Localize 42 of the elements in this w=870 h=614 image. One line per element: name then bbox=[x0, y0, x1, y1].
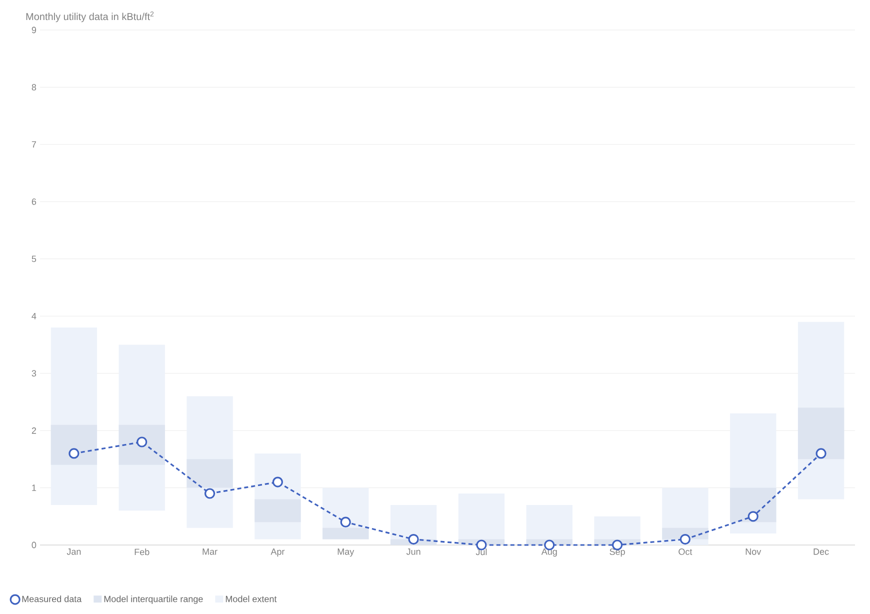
x-tick-label: Jan bbox=[66, 548, 81, 555]
bar bbox=[254, 499, 301, 522]
bar bbox=[322, 528, 369, 540]
bar bbox=[798, 408, 844, 460]
x-tick-label: Mar bbox=[202, 548, 218, 555]
point bbox=[408, 534, 419, 545]
point bbox=[816, 448, 826, 459]
y-tick-label: 0 bbox=[32, 542, 36, 548]
y-tick-label: 1 bbox=[32, 484, 36, 491]
y-tick-label: 7 bbox=[32, 141, 36, 148]
legend-label: Measured data bbox=[22, 596, 82, 602]
y-tick-label: 4 bbox=[32, 313, 36, 320]
x-tick-label: Dec bbox=[814, 548, 829, 555]
x-tick-label: Aug bbox=[541, 548, 557, 557]
x-tick-label: Nov bbox=[746, 548, 762, 555]
bar bbox=[118, 424, 165, 465]
y-tick-label: 3 bbox=[32, 370, 36, 377]
y-tick-label: 5 bbox=[32, 256, 36, 262]
legend-label: Model interquartile range bbox=[104, 596, 203, 604]
y-tick-label: 9 bbox=[32, 26, 36, 34]
x-tick-label: Jul bbox=[476, 548, 487, 556]
point bbox=[748, 511, 758, 522]
y-tick-label: 6 bbox=[32, 198, 36, 205]
bar bbox=[186, 459, 233, 488]
point bbox=[340, 516, 351, 528]
legend-label: Model extent bbox=[226, 596, 277, 602]
x-tick-label: Jun bbox=[406, 548, 420, 555]
point bbox=[68, 448, 80, 459]
chart-title: Monthly utility data in kBtu/ft$^{2}$ bbox=[26, 12, 154, 22]
x-tick-label: Apr bbox=[270, 548, 285, 557]
point bbox=[136, 436, 148, 448]
point bbox=[204, 488, 216, 499]
point bbox=[272, 476, 284, 488]
x-tick-label: May bbox=[338, 548, 354, 557]
bar bbox=[730, 488, 776, 522]
point bbox=[680, 534, 691, 545]
bar bbox=[50, 424, 98, 465]
x-tick-label: Oct bbox=[678, 548, 692, 555]
y-tick-label: 8 bbox=[32, 84, 36, 90]
y-tick-label: 2 bbox=[32, 427, 36, 434]
x-tick-label: Feb bbox=[134, 548, 150, 556]
x-tick-label: Sep bbox=[610, 548, 625, 557]
